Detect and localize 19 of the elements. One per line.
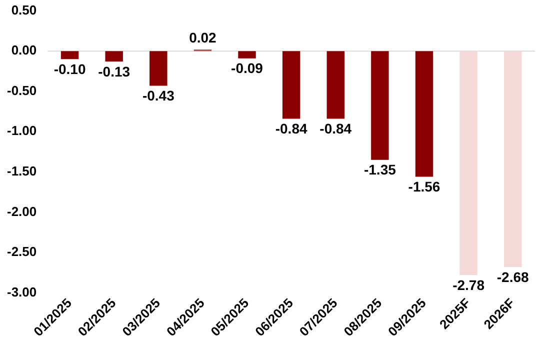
y-tick-label: -0.50 <box>6 82 37 98</box>
data-label: -0.84 <box>275 120 308 137</box>
y-tick-label: -3.00 <box>6 284 37 300</box>
data-label: -1.35 <box>364 162 396 178</box>
data-label: -0.13 <box>98 63 130 80</box>
y-tick-label: 0.50 <box>11 2 37 18</box>
data-label: 0.02 <box>189 29 217 46</box>
data-label: -1.56 <box>408 178 440 195</box>
y-tick-label: -2.50 <box>6 244 37 260</box>
data-label: -0.43 <box>142 88 175 104</box>
y-tick-label: -1.00 <box>6 123 37 138</box>
data-label: -2.68 <box>496 268 530 285</box>
data-label: -0.84 <box>320 120 352 137</box>
data-label: -0.10 <box>54 60 86 77</box>
data-label: -2.78 <box>452 276 485 293</box>
y-tick-label: -1.50 <box>6 163 37 178</box>
data-label: -0.09 <box>231 60 264 76</box>
y-tick-label: 0.00 <box>11 42 37 58</box>
y-tick-label: -2.00 <box>6 204 37 219</box>
